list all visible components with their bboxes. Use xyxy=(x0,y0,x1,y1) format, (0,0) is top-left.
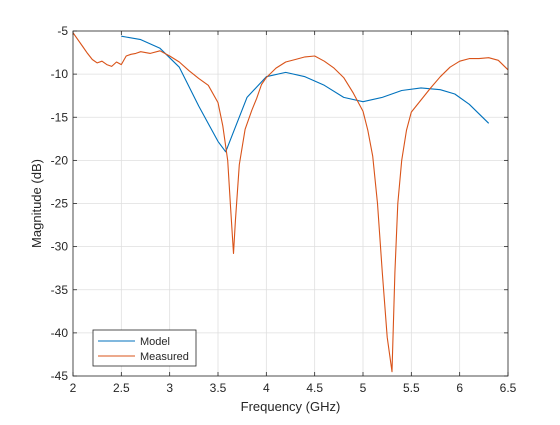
legend-label-model: Model xyxy=(140,336,170,348)
y-tick-label: -5 xyxy=(57,24,68,38)
x-tick-label: 2.5 xyxy=(113,381,130,395)
y-tick-label: -30 xyxy=(51,240,69,254)
x-axis-label: Frequency (GHz) xyxy=(241,399,341,414)
legend: Model Measured xyxy=(92,329,197,367)
legend-box xyxy=(92,329,197,367)
y-tick-label: -25 xyxy=(51,197,69,211)
x-tick-label: 3.5 xyxy=(210,381,227,395)
series-line-measured xyxy=(72,32,509,373)
y-tick-label: -45 xyxy=(51,369,69,383)
axis-ticks: 2 2.5 3 3.5 4 4.5 5 5.5 6 6.5 -45 -40 -35 -30 -25 -20 -1… xyxy=(51,24,517,395)
x-tick-label: 3 xyxy=(166,381,173,395)
x-tick-label: 4 xyxy=(263,381,270,395)
y-axis-label: Magnitude (dB) xyxy=(29,159,44,248)
y-tick-label: -35 xyxy=(51,283,69,297)
series-line-model xyxy=(121,35,490,153)
x-tick-label: 5 xyxy=(360,381,367,395)
x-tick-label: 6 xyxy=(456,381,463,395)
y-tick-label: -20 xyxy=(51,153,69,167)
y-tick-label: -10 xyxy=(51,67,69,81)
series-layer xyxy=(72,32,509,373)
x-tick-label: 6.5 xyxy=(500,381,517,395)
x-tick-label: 4.5 xyxy=(306,381,323,395)
legend-label-measured: Measured xyxy=(140,351,189,363)
y-tick-label: -40 xyxy=(51,326,69,340)
y-tick-label: -15 xyxy=(51,110,69,124)
x-tick-label: 2 xyxy=(70,381,77,395)
x-tick-label: 5.5 xyxy=(403,381,420,395)
